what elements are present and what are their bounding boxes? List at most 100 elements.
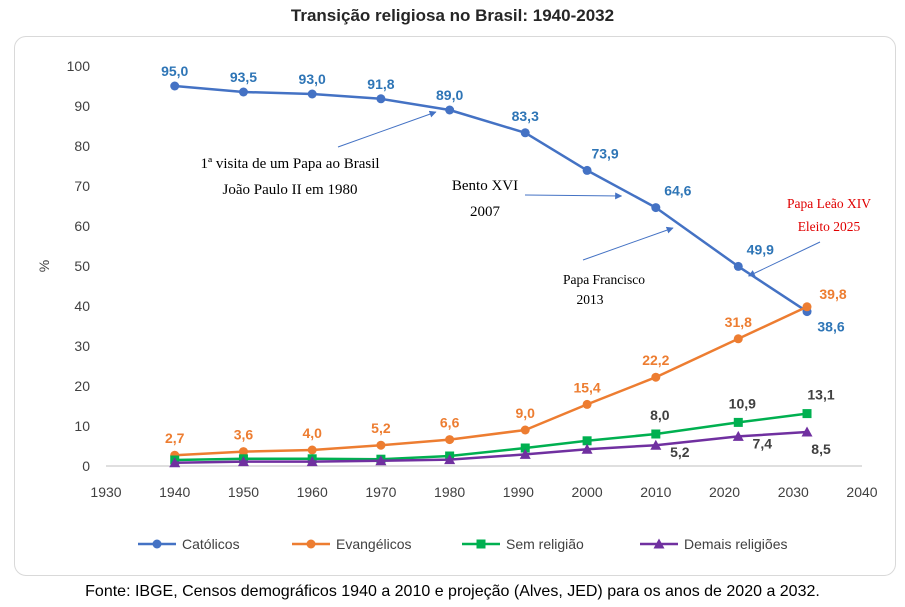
x-tick-label: 1930	[90, 484, 121, 500]
data-label: 15,4	[573, 379, 600, 395]
y-tick-label: 20	[74, 378, 90, 394]
data-point	[307, 445, 317, 455]
legend-entry: Evangélicos	[292, 536, 412, 552]
data-point	[582, 165, 592, 175]
y-tick-label: 90	[74, 98, 90, 114]
data-point	[582, 436, 592, 446]
y-tick-label: 60	[74, 218, 90, 234]
data-label: 2,7	[165, 430, 185, 446]
data-point	[801, 426, 813, 437]
annotation: 1ª visita de um Papa ao Brasil João Paulo…	[200, 110, 437, 198]
data-label: 4,0	[302, 425, 322, 441]
y-tick-label: 40	[74, 298, 90, 314]
data-point	[170, 81, 180, 91]
data-label: 95,0	[161, 63, 188, 79]
annotation-text: 2013	[577, 292, 604, 307]
legend-label: Demais religiões	[684, 536, 787, 552]
data-labels: 95,0 93,5 93,0 91,8 89,0 83,3 73,9 64,6 49,9 38,6…	[161, 63, 847, 460]
data-label: 13,1	[807, 387, 834, 403]
data-point	[582, 399, 592, 409]
chart-title: Transição religiosa no Brasil: 1940-2032	[290, 6, 615, 25]
data-label: 73,9	[591, 145, 618, 161]
data-point	[376, 440, 386, 450]
y-tick-label: 50	[74, 258, 90, 274]
data-point	[733, 261, 743, 271]
x-tick-label: 2020	[709, 484, 740, 500]
y-tick-label: 70	[74, 178, 90, 194]
data-point	[238, 447, 248, 457]
data-point	[733, 334, 743, 344]
x-tick-label: 1940	[159, 484, 190, 500]
data-point	[520, 128, 530, 138]
x-tick-label: 1990	[503, 484, 534, 500]
series-line	[174, 430, 808, 465]
x-tick-label: 1950	[228, 484, 259, 500]
annotation-arrow	[747, 241, 821, 277]
annotation-text: Eleito 2025	[798, 219, 861, 234]
legend-marker	[653, 538, 665, 549]
y-tick-label: 30	[74, 338, 90, 354]
data-point	[237, 456, 249, 467]
annotation-text: 1ª visita de um Papa ao Brasil	[200, 156, 379, 172]
x-tick-label: 1970	[365, 484, 396, 500]
x-tick-label: 2010	[640, 484, 671, 500]
legend-marker	[152, 539, 162, 549]
data-label: 3,6	[234, 427, 254, 443]
data-label: 91,8	[367, 76, 394, 92]
series-lines	[169, 81, 813, 468]
y-tick-label: 80	[74, 138, 90, 154]
data-label: 22,2	[642, 352, 669, 368]
x-tick-label: 2000	[572, 484, 603, 500]
data-point	[802, 409, 812, 419]
data-point	[375, 455, 387, 466]
data-label: 10,9	[729, 395, 756, 411]
data-label: 31,8	[725, 314, 752, 330]
legend-marker	[476, 539, 486, 549]
annotation-text: Papa Leão XIV	[787, 196, 871, 211]
data-point	[651, 203, 661, 213]
data-point	[651, 372, 661, 382]
data-label: 8,0	[650, 407, 670, 423]
source-note: Fonte: IBGE, Censos demográficos 1940 a …	[85, 583, 820, 600]
data-point	[581, 443, 593, 454]
data-point	[520, 443, 530, 453]
data-point	[732, 430, 744, 441]
data-point	[306, 456, 318, 467]
x-tick-label: 2030	[778, 484, 809, 500]
data-label: 5,2	[371, 420, 391, 436]
annotation-arrow	[337, 110, 437, 148]
data-point	[802, 302, 812, 312]
data-point	[519, 448, 531, 459]
annotation-arrow	[582, 226, 674, 261]
data-label: 8,5	[811, 441, 831, 457]
series-line	[174, 412, 808, 462]
data-point	[238, 87, 248, 97]
legend-label: Evangélicos	[336, 536, 412, 552]
annotation-text: João Paulo II em 1980	[223, 182, 358, 198]
legend-label: Sem religião	[506, 536, 584, 552]
data-point	[445, 105, 455, 115]
annotation-text: 2007	[470, 204, 501, 220]
y-tick-label: 10	[74, 418, 90, 434]
annotation-text: Papa Francisco	[563, 272, 645, 287]
annotation: Papa Francisco 2013	[563, 226, 674, 307]
data-point	[169, 457, 181, 468]
data-label: 6,6	[440, 415, 460, 431]
annotation-text: Bento XVI	[452, 178, 518, 194]
x-tick-label: 1960	[297, 484, 328, 500]
data-label: 89,0	[436, 87, 463, 103]
legend-entry: Demais religiões	[640, 536, 787, 552]
line-chart: 1930 1940 1950 1960 1970 1980 1990 2000 2010 2020…	[36, 58, 878, 552]
data-label: 38,6	[817, 319, 844, 335]
legend-label: Católicos	[182, 536, 240, 552]
legend: Católicos Evangélicos Sem religião Demais r…	[138, 536, 787, 552]
annotations: 1ª visita de um Papa ao Brasil João Paulo…	[200, 110, 871, 307]
data-label: 39,8	[819, 286, 846, 302]
data-label: 83,3	[512, 108, 539, 124]
axes: 1930 1940 1950 1960 1970 1980 1990 2000 2010 2020…	[36, 58, 878, 500]
data-label: 64,6	[664, 183, 691, 199]
data-point	[376, 94, 386, 104]
y-tick-label: 100	[67, 58, 91, 74]
series-evangélicos	[170, 302, 812, 460]
data-label: 49,9	[747, 241, 774, 257]
